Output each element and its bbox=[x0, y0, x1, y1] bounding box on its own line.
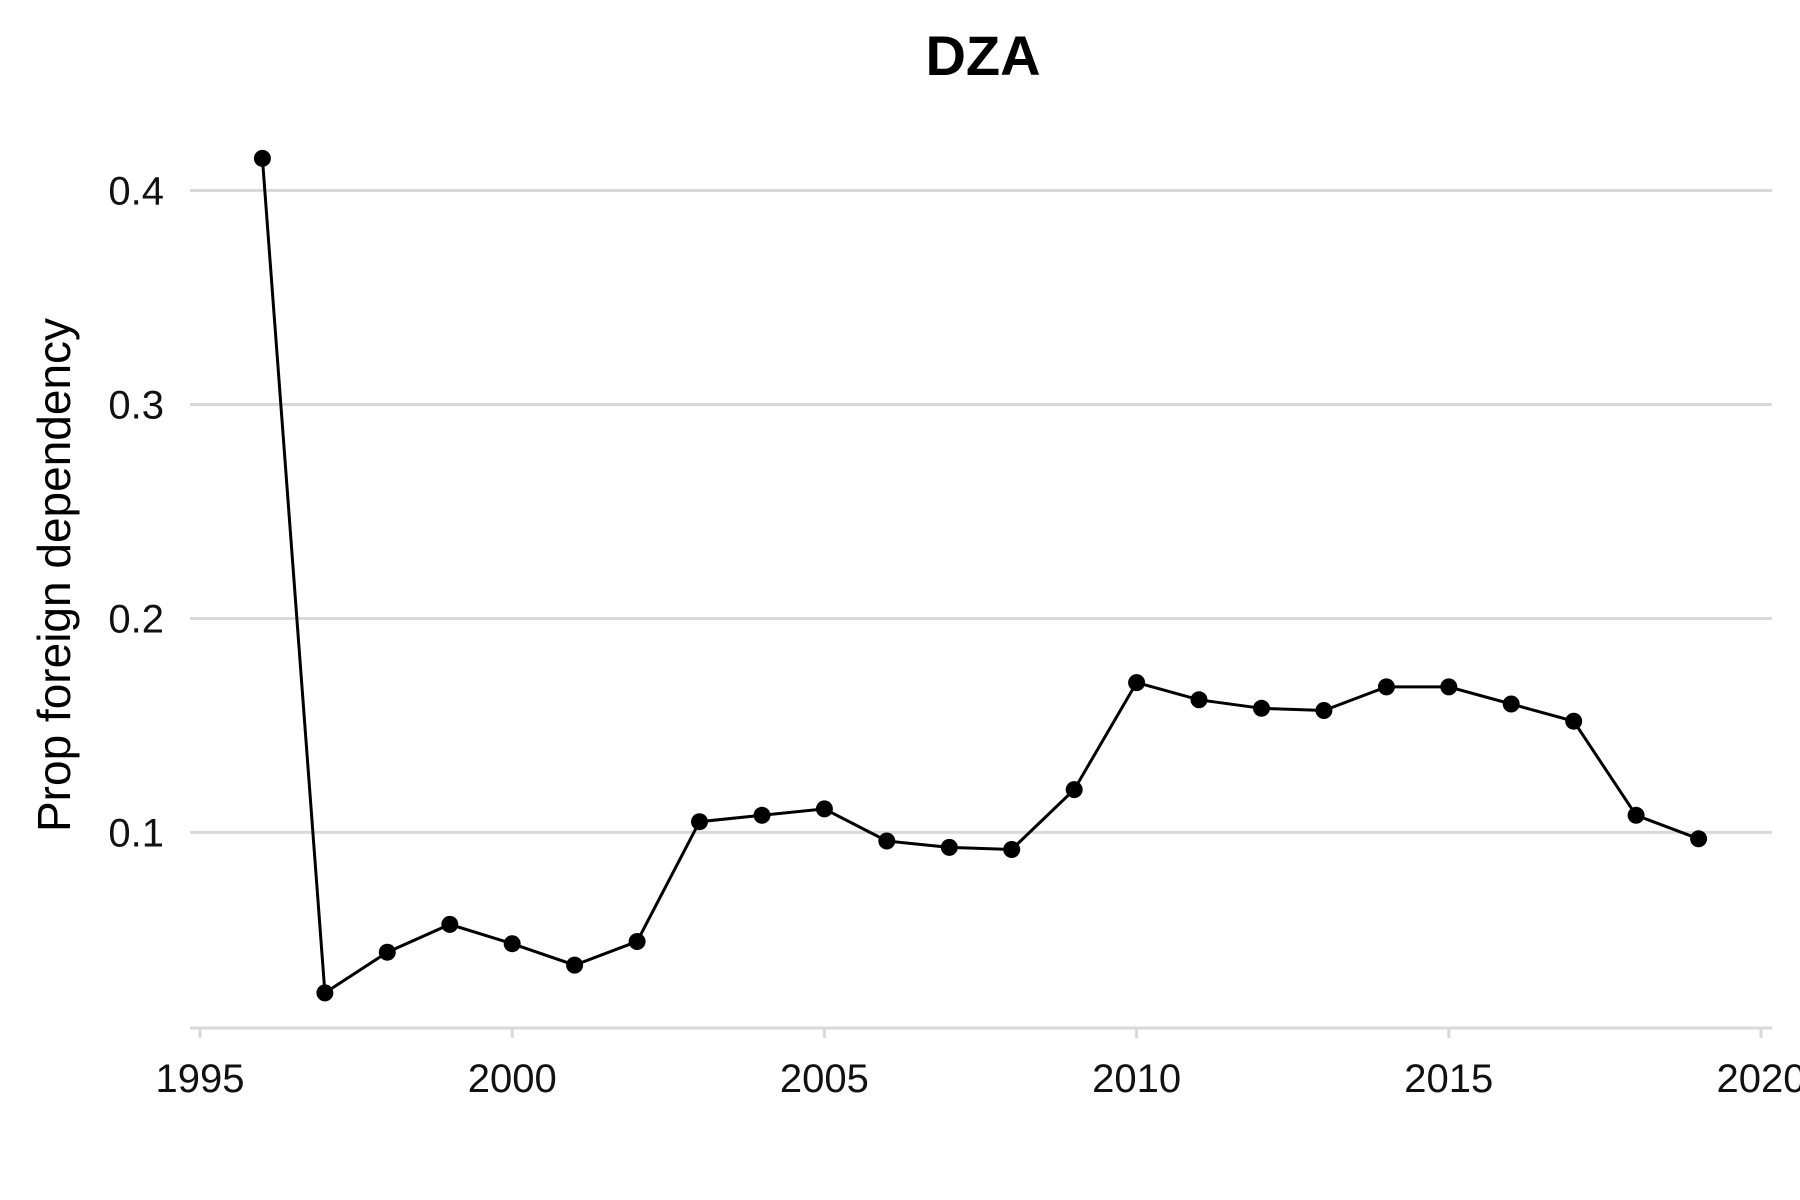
data-point bbox=[566, 956, 584, 974]
data-point bbox=[1315, 702, 1333, 719]
data-point bbox=[1565, 712, 1583, 730]
x-axis-ticks: 1995 2000 2005 2010 2015 2020 bbox=[156, 1028, 1800, 1101]
x-tick-label: 2020 bbox=[1717, 1057, 1800, 1101]
data-point bbox=[253, 149, 271, 167]
y-tick-label: 0.4 bbox=[108, 169, 164, 213]
data-point bbox=[691, 813, 708, 831]
data-point bbox=[1690, 830, 1708, 848]
data-point bbox=[815, 800, 833, 818]
grid-lines bbox=[190, 188, 1772, 834]
y-axis-ticks: 0.1 0.2 0.3 0.4 bbox=[108, 169, 164, 855]
chart-title: DZA bbox=[925, 24, 1040, 87]
y-tick-label: 0.1 bbox=[108, 811, 164, 855]
series-points bbox=[253, 149, 1708, 1002]
data-point bbox=[378, 943, 396, 961]
y-axis-label: Prop foreign dependency bbox=[28, 318, 80, 832]
data-point bbox=[441, 915, 459, 933]
x-tick-label: 1995 bbox=[156, 1057, 245, 1101]
series-line bbox=[260, 158, 1700, 996]
data-point bbox=[878, 832, 896, 850]
data-point bbox=[1377, 678, 1395, 696]
data-point bbox=[1627, 806, 1645, 824]
data-point bbox=[1065, 781, 1083, 799]
data-point bbox=[1128, 674, 1146, 692]
data-point bbox=[628, 933, 646, 950]
x-tick-label: 2010 bbox=[1092, 1057, 1181, 1101]
data-point bbox=[753, 806, 771, 824]
y-tick-label: 0.3 bbox=[108, 383, 164, 427]
data-point bbox=[316, 984, 334, 1002]
data-point bbox=[1440, 678, 1458, 696]
data-point bbox=[503, 935, 521, 953]
data-point bbox=[1190, 691, 1208, 709]
x-tick-label: 2005 bbox=[780, 1057, 869, 1101]
y-tick-label: 0.2 bbox=[108, 597, 164, 641]
x-tick-label: 2000 bbox=[468, 1057, 557, 1101]
data-point bbox=[1502, 695, 1520, 713]
data-point bbox=[940, 838, 958, 856]
data-point bbox=[1253, 699, 1270, 717]
data-point bbox=[1003, 841, 1021, 858]
x-tick-label: 2015 bbox=[1404, 1057, 1493, 1101]
